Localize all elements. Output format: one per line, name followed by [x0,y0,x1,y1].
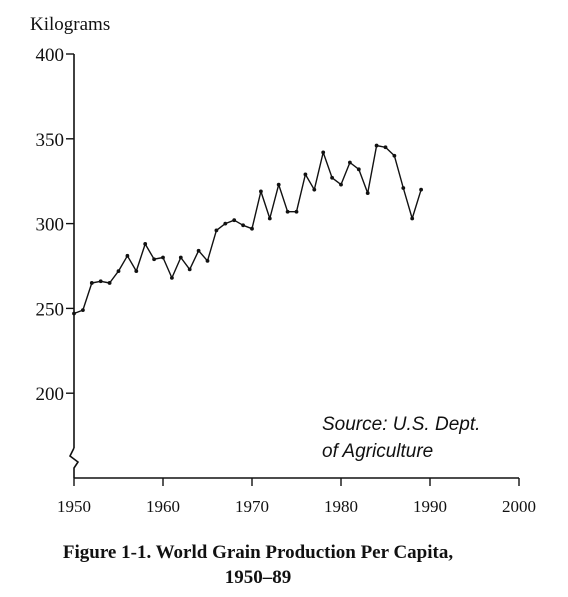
x-tick-label: 2000 [502,497,536,516]
x-tick-label: 1990 [413,497,447,516]
data-point [276,182,281,187]
data-point [107,281,112,285]
data-point [419,187,423,192]
data-point [170,275,174,280]
data-point [161,255,165,260]
data-point [330,175,334,180]
data-point [267,216,272,221]
data-point [241,223,246,228]
y-ticks: 200 250 300 350 400 [36,45,74,405]
data-point [303,172,308,177]
data-point [187,267,192,272]
data-point [339,182,343,187]
source-annotation-line2: of Agriculture [322,441,433,462]
y-tick-label: 350 [36,130,65,151]
data-point [205,259,210,263]
data-point [259,189,263,194]
y-tick-label: 300 [36,215,65,236]
data-point [134,269,139,273]
data-point [196,248,201,253]
x-tick-label: 1970 [235,497,269,516]
data-point [125,253,130,258]
series-line [73,144,422,315]
y-tick-label: 400 [36,45,65,66]
data-point [72,311,76,316]
x-tick-label: 1980 [324,497,358,516]
y-axis-break-mark [68,447,80,478]
data-point [178,255,183,260]
data-point [81,308,85,312]
data-point [410,216,415,221]
data-point [365,191,370,195]
data-point [98,279,103,284]
data-point [285,209,290,214]
figure-caption-line2: 1950–89 [225,567,292,588]
data-point [401,186,406,190]
data-point [356,167,361,172]
data-point [89,281,94,285]
figure-caption-line1: Figure 1-1. World Grain Production Per C… [63,542,453,563]
data-point [116,269,121,273]
data-series [72,143,423,316]
source-annotation-line1: Source: U.S. Dept. [322,414,480,435]
axes [68,54,519,479]
x-tick-label: 1950 [57,497,91,516]
x-ticks: 1950 1960 1970 1980 1990 2000 [57,478,536,516]
data-point [374,143,379,148]
y-tick-label: 250 [36,299,65,320]
data-point [223,221,228,226]
data-point [214,228,219,233]
y-tick-label: 200 [36,384,65,405]
x-tick-label: 1960 [146,497,180,516]
data-point [152,257,157,262]
data-point [250,226,254,231]
y-axis-label: Kilograms [30,14,110,35]
data-point [294,209,299,214]
data-point [143,242,148,246]
data-point [312,187,317,192]
data-point [232,218,237,223]
data-point [321,150,326,155]
data-point [383,145,388,150]
data-point [392,153,397,158]
data-point [348,160,352,165]
